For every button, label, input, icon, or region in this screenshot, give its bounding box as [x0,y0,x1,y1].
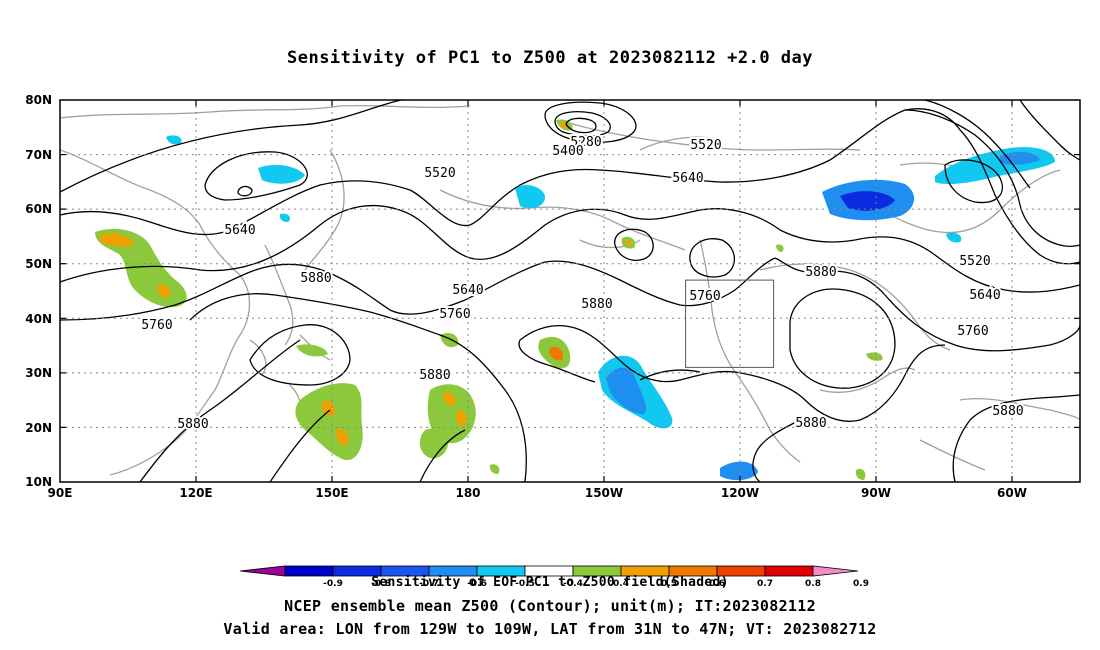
shade-green-small6 [776,244,784,252]
shade-blue-small4 [279,213,291,222]
lon-label: 120W [721,486,759,500]
shade-blue-small2 [720,461,758,481]
colorbar-tick-label: 0.4 [613,579,629,589]
lon-label: 120E [179,486,212,500]
map-frame [59,99,1081,483]
contour-label: 5640 [969,288,1000,303]
shade-blue-hudson-core [840,191,895,211]
contour-label: 5520 [424,166,455,181]
lat-label: 10N [25,475,52,489]
contour-label: 5520 [690,138,721,153]
shade-green-small3 [866,352,883,361]
grid-lines [60,100,1080,482]
contour-label: 5640 [672,171,703,186]
colorbar-tick-label: -0.4 [563,579,583,589]
contour-label: 5760 [439,307,470,322]
contour-label: 5880 [419,368,450,383]
coastlines [60,104,1080,476]
shade-orange-tibet [100,233,171,298]
lon-label: 150E [315,486,348,500]
lat-label: 30N [25,366,52,380]
contour-label: 5880 [177,417,208,432]
shade-green-wpac2 [427,384,476,444]
colorbar-tick-label: -0.8 [371,579,391,589]
lon-label: 90W [861,486,891,500]
colorbar-tick-label: 0.5 [661,579,677,589]
contour-label: 5880 [992,404,1023,419]
lat-label: 20N [25,421,52,435]
colorbar-tick-label: 0.7 [757,579,773,589]
contour-label: 5640 [224,223,255,238]
shade-green-wpac3 [419,428,449,459]
colorbar-tick-label: 0.6 [709,579,725,589]
lon-label: 90E [48,486,73,500]
lon-label: 60W [997,486,1027,500]
sensitivity-shading [95,119,1055,481]
contour-label: 5640 [452,283,483,298]
shade-orange-wpac2 [443,391,467,426]
valid-area-box [685,279,775,368]
shade-orange-cpac [549,346,564,361]
contour-label: 5760 [141,318,172,333]
contour-labels: 5280 5400 5520 5520 5640 5640 5640 5520 … [139,133,1025,434]
shade-blue-gulf-core [606,367,647,414]
colorbar-tick-label: 0.9 [853,579,869,589]
contour-label: 5520 [959,254,990,269]
colorbar-tick-label: -0.9 [323,579,343,589]
shade-blue-alaska [515,185,546,209]
shade-blue-small1 [166,135,182,145]
contour-label: 5880 [300,271,331,286]
shade-orange-small1 [625,239,632,246]
colorbar: -0.9 -0.8 -0.7 -0.6 -0.5 -0.4 0.4 0.5 0.6 0.7 0.8 0… [239,565,869,589]
lon-label: 180 [455,486,480,500]
colorbar-tick-label: -0.5 [515,579,535,589]
contour-label: 5880 [581,297,612,312]
shade-blue-labrador [935,147,1055,185]
caption-shading: Sensitivity of EOF PC1 to Z500 field(Sha… [371,575,729,590]
contour-label: 5880 [795,416,826,431]
lat-axis: 80N 70N 60N 50N 40N 30N 20N 10N [25,93,52,489]
lon-label: 150W [585,486,623,500]
shade-green-hawaii [440,333,459,348]
colorbar-tick-label: 0.8 [805,579,821,589]
lat-label: 80N [25,93,52,107]
contour-label: 5400 [552,144,583,159]
shade-blue-siberia [258,164,305,184]
shade-green-wpac1 [295,383,363,461]
lat-label: 70N [25,148,52,162]
contour-label: 5760 [957,324,988,339]
contour-label: 5760 [689,289,720,304]
caption-contour: NCEP ensemble mean Z500 (Contour); unit(… [284,597,816,615]
lon-axis: 90E 120E 150E 180 150W 120W 90W 60W [48,486,1027,500]
lat-label: 40N [25,312,52,326]
lat-ticks [60,154,1080,428]
contour-label: 5880 [805,265,836,280]
z500-contours [60,100,1080,482]
lon-ticks [195,100,1013,482]
shade-green-small5 [855,468,866,480]
colorbar-tick-label: -0.6 [467,579,487,589]
shade-green-small2 [296,344,328,357]
caption-valid-area: Valid area: LON from 129W to 109W, LAT f… [223,620,877,638]
shade-green-small4 [489,464,500,474]
chart-title: Sensitivity of PC1 to Z500 at 2023082112… [286,48,813,68]
lat-label: 50N [25,257,52,271]
shade-blue-small3 [946,232,962,243]
lat-label: 60N [25,202,52,216]
colorbar-end-high [812,565,859,577]
contour-label: 5280 [570,135,601,150]
colorbar-tick-label: -0.7 [419,579,439,589]
